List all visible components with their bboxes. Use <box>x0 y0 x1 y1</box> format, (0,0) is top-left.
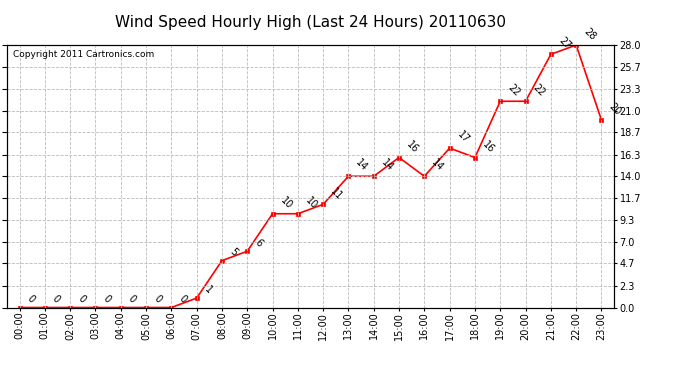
Text: 6: 6 <box>253 237 264 249</box>
Text: 0: 0 <box>126 293 138 305</box>
Text: 11: 11 <box>328 186 344 202</box>
Text: 5: 5 <box>228 246 239 258</box>
Text: Copyright 2011 Cartronics.com: Copyright 2011 Cartronics.com <box>13 50 155 59</box>
Text: 0: 0 <box>101 293 112 305</box>
Text: 0: 0 <box>25 293 37 305</box>
Text: 16: 16 <box>480 139 496 155</box>
Text: 17: 17 <box>455 129 471 146</box>
Text: 28: 28 <box>582 26 598 42</box>
Text: 10: 10 <box>278 195 294 211</box>
Text: 14: 14 <box>430 158 446 174</box>
Text: 27: 27 <box>556 36 572 52</box>
Text: 0: 0 <box>50 293 62 305</box>
Text: 0: 0 <box>76 293 87 305</box>
Text: 0: 0 <box>177 293 188 305</box>
Text: 10: 10 <box>304 195 319 211</box>
Text: 20: 20 <box>607 101 623 117</box>
Text: 14: 14 <box>380 158 395 174</box>
Text: 22: 22 <box>506 82 522 99</box>
Text: Wind Speed Hourly High (Last 24 Hours) 20110630: Wind Speed Hourly High (Last 24 Hours) 2… <box>115 15 506 30</box>
Text: 22: 22 <box>531 82 547 99</box>
Text: 1: 1 <box>202 284 214 296</box>
Text: 14: 14 <box>354 158 370 174</box>
Text: 0: 0 <box>152 293 163 305</box>
Text: 16: 16 <box>404 139 420 155</box>
